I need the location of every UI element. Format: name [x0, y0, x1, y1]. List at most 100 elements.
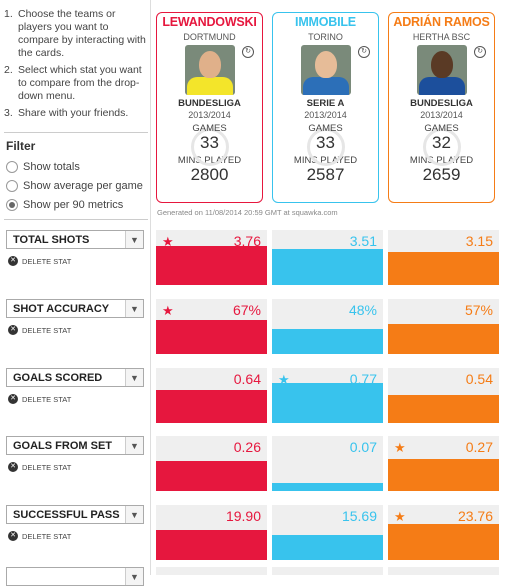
- instruction-text: Select which stat you want to compare fr…: [18, 64, 142, 102]
- player-name: ADRIÁN RAMOS: [393, 15, 490, 29]
- stat-bar: [388, 252, 499, 285]
- stat-value: 23.76: [457, 508, 493, 524]
- games-value: 33: [200, 133, 219, 152]
- star-icon: ★: [162, 234, 174, 249]
- stat-cell: 0.64: [156, 368, 267, 423]
- instruction-item: 2. Select which stat you want to compare …: [4, 64, 150, 103]
- games-ring: [307, 128, 345, 166]
- filter-option[interactable]: Show per 90 metrics: [6, 199, 123, 211]
- stat-label: SHOT ACCURACY: [13, 302, 110, 315]
- player-card[interactable]: LEWANDOWSKI DORTMUND ↻ BUNDESLIGA 2013/2…: [156, 12, 263, 203]
- chevron-down-icon[interactable]: ▼: [125, 506, 143, 523]
- delete-stat-label: DELETE STAT: [22, 531, 72, 541]
- instruction-number: 2.: [4, 64, 13, 76]
- stat-cell: ★ 23.76: [388, 505, 499, 560]
- filter-option[interactable]: Show totals: [6, 161, 80, 173]
- delete-stat-label: DELETE STAT: [22, 325, 72, 335]
- close-icon[interactable]: ✕: [8, 531, 18, 541]
- close-icon[interactable]: ✕: [8, 462, 18, 472]
- delete-stat-button[interactable]: ✕ DELETE STAT: [8, 394, 71, 404]
- refresh-icon[interactable]: ↻: [474, 46, 486, 58]
- stat-cell: 3.15: [388, 230, 499, 285]
- games-ring: [423, 128, 461, 166]
- player-club: DORTMUND: [183, 32, 236, 42]
- stat-value: 0.27: [465, 439, 493, 455]
- stat-select[interactable]: SUCCESSFUL PASS ▼: [6, 505, 144, 524]
- player-photo: [416, 45, 467, 95]
- stat-cell: 0.54: [388, 368, 499, 423]
- stat-cell: ★ 0.77: [272, 368, 383, 423]
- stat-cell: 0.26: [156, 436, 267, 491]
- delete-stat-button[interactable]: ✕ DELETE STAT: [8, 531, 71, 541]
- stat-bar: [272, 249, 383, 285]
- radio-icon[interactable]: [6, 199, 18, 211]
- stat-select[interactable]: SHOT ACCURACY ▼: [6, 299, 144, 318]
- stat-label: TOTAL SHOTS: [13, 233, 90, 246]
- mins-value: 2587: [306, 165, 345, 184]
- instructions: 1. Choose the teams or players you want t…: [4, 8, 150, 124]
- delete-stat-button[interactable]: ✕ DELETE STAT: [8, 325, 71, 335]
- player-league: BUNDESLIGA: [410, 98, 473, 109]
- stat-value: 57%: [464, 302, 493, 318]
- stat-cell: 48%: [272, 299, 383, 354]
- games-value: 33: [316, 133, 335, 152]
- filter-option[interactable]: Show average per game: [6, 180, 143, 192]
- player-name: LEWANDOWSKI: [162, 15, 257, 29]
- close-icon[interactable]: ✕: [8, 394, 18, 404]
- stat-bar: [272, 383, 383, 423]
- stat-cell: ★ 3.76: [156, 230, 267, 285]
- player-club: HERTHA BSC: [412, 32, 471, 42]
- stat-value: 19.90: [225, 508, 261, 524]
- chevron-down-icon[interactable]: ▼: [125, 437, 143, 454]
- stat-select[interactable]: GOALS FROM SET ▼: [6, 436, 144, 455]
- stat-cell: ★ 67%: [156, 299, 267, 354]
- stat-bar: [156, 461, 267, 491]
- player-club: TORINO: [308, 32, 343, 42]
- stat-value: 48%: [348, 302, 377, 318]
- divider: [4, 219, 148, 220]
- player-card[interactable]: ADRIÁN RAMOS HERTHA BSC ↻ BUNDESLIGA 201…: [388, 12, 495, 203]
- chevron-down-icon[interactable]: ▼: [125, 231, 143, 248]
- player-photo: [184, 45, 235, 95]
- games-label: GAMES: [192, 123, 227, 134]
- refresh-icon[interactable]: ↻: [242, 46, 254, 58]
- stat-cell: 3.51: [272, 230, 383, 285]
- player-card[interactable]: IMMOBILE TORINO ↻ SERIE A 2013/2014 GAME…: [272, 12, 379, 203]
- close-icon[interactable]: ✕: [8, 256, 18, 266]
- instruction-item: 1. Choose the teams or players you want t…: [4, 8, 150, 60]
- mins-value: 2659: [422, 165, 461, 184]
- delete-stat-button[interactable]: ✕ DELETE STAT: [8, 256, 71, 266]
- stat-label: GOALS FROM SET: [13, 439, 112, 452]
- stat-cell: [156, 567, 267, 575]
- star-icon: ★: [394, 440, 406, 455]
- star-icon: ★: [394, 509, 406, 524]
- delete-stat-button[interactable]: ✕ DELETE STAT: [8, 462, 71, 472]
- stat-cell: 19.90: [156, 505, 267, 560]
- delete-stat-label: DELETE STAT: [22, 256, 72, 266]
- player-season: 2013/2014: [304, 110, 347, 120]
- filter-option-label: Show totals: [23, 161, 80, 173]
- radio-icon[interactable]: [6, 161, 18, 173]
- stat-cell: [388, 567, 499, 575]
- stat-bar: [272, 483, 383, 491]
- games-ring: [191, 128, 229, 166]
- refresh-icon[interactable]: ↻: [358, 46, 370, 58]
- radio-icon[interactable]: [6, 180, 18, 192]
- player-photo: [300, 45, 351, 95]
- player-league: SERIE A: [306, 98, 345, 109]
- games-value: 32: [432, 133, 451, 152]
- stat-bar: [156, 530, 267, 560]
- chevron-down-icon[interactable]: ▼: [125, 369, 143, 386]
- stat-cell: 0.07: [272, 436, 383, 491]
- chevron-down-icon[interactable]: ▼: [125, 300, 143, 317]
- stat-select-empty[interactable]: ▼: [6, 567, 144, 586]
- close-icon[interactable]: ✕: [8, 325, 18, 335]
- stat-bar: [388, 459, 499, 491]
- generated-note: Generated on 11/08/2014 20:59 GMT at squ…: [157, 208, 338, 217]
- stat-bar: [156, 246, 267, 285]
- stat-cell: 15.69: [272, 505, 383, 560]
- filter-option-label: Show per 90 metrics: [23, 199, 124, 211]
- stat-label: GOALS SCORED: [13, 371, 103, 384]
- stat-select[interactable]: TOTAL SHOTS ▼: [6, 230, 144, 249]
- stat-select[interactable]: GOALS SCORED ▼: [6, 368, 144, 387]
